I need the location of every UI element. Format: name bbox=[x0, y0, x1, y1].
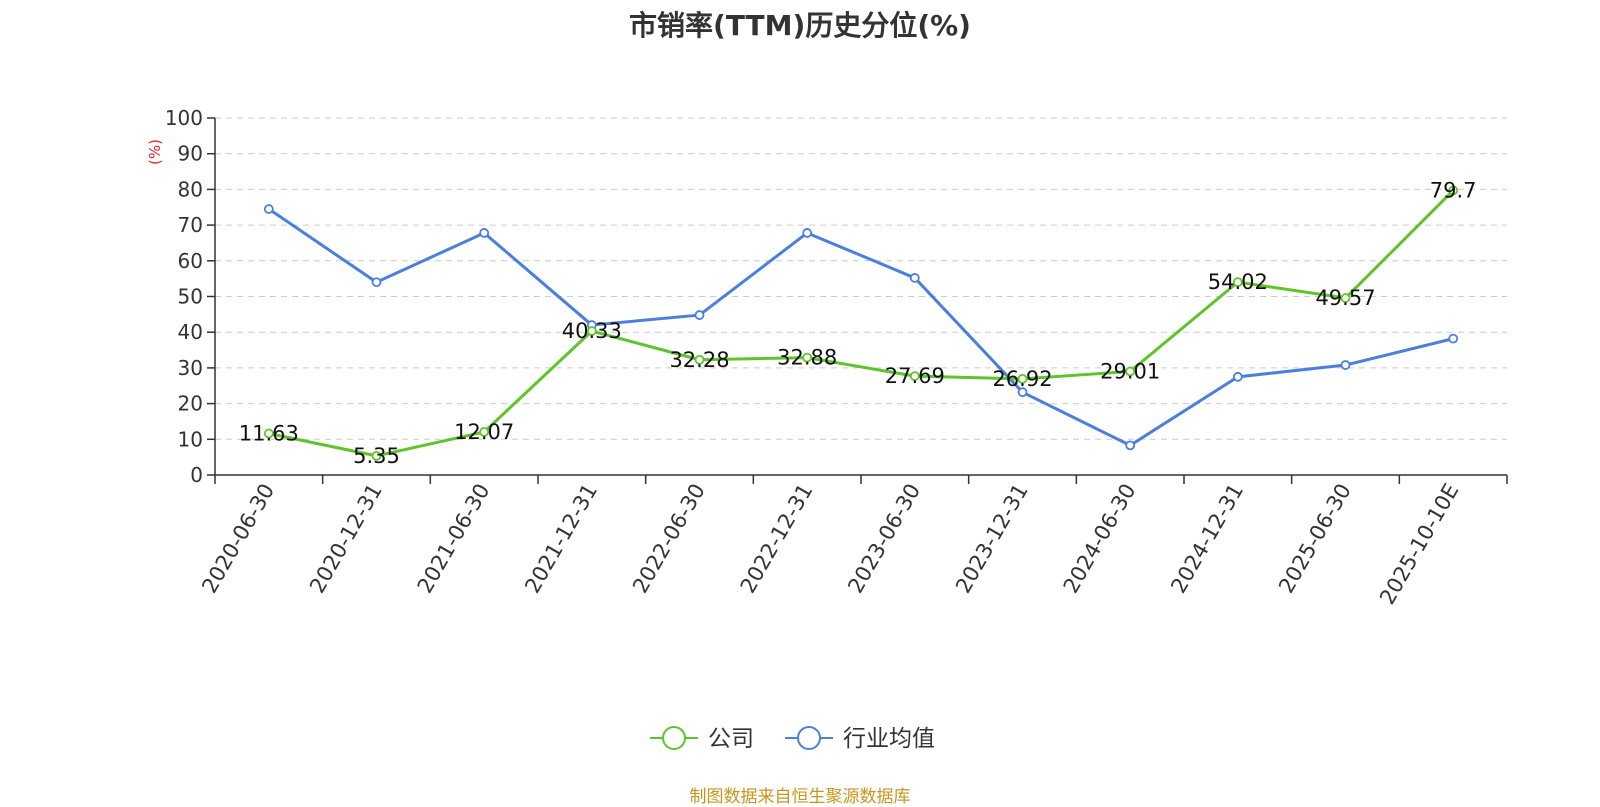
data-label: 54.02 bbox=[1208, 270, 1268, 294]
x-tick-label: 2025-06-30 bbox=[1274, 480, 1356, 598]
y-tick-label: 80 bbox=[178, 177, 203, 201]
x-tick-label: 2024-06-30 bbox=[1059, 480, 1141, 598]
x-tick-label: 2025-10-10E bbox=[1375, 480, 1463, 609]
series-lines bbox=[263, 185, 1459, 461]
y-tick-label: 40 bbox=[178, 320, 203, 344]
data-point bbox=[1340, 360, 1351, 370]
data-source-note: 制图数据来自恒生聚源数据库 bbox=[689, 787, 911, 807]
data-point bbox=[909, 273, 920, 283]
data-point bbox=[263, 204, 274, 214]
data-point bbox=[479, 427, 490, 437]
data-point bbox=[1232, 277, 1243, 288]
series-line bbox=[267, 207, 1454, 447]
x-tick-label: 2023-12-31 bbox=[951, 480, 1033, 598]
x-tick-label: 2022-06-30 bbox=[628, 480, 710, 598]
data-label: 40.33 bbox=[562, 319, 622, 343]
data-point bbox=[1448, 333, 1459, 344]
data-label: 79.7 bbox=[1430, 178, 1477, 202]
data-label: 32.88 bbox=[777, 346, 837, 370]
series-line bbox=[268, 189, 1455, 458]
y-tick-label: 70 bbox=[178, 213, 203, 237]
data-label: 26.92 bbox=[992, 367, 1052, 391]
legend-swatch-marker bbox=[662, 726, 686, 750]
x-tick-label: 2023-06-30 bbox=[843, 480, 925, 598]
data-label: 12.07 bbox=[454, 420, 514, 444]
data-labels: 11.63 5.35 12.07 40.33 32.28 32.88 27.69 26.92 2… bbox=[239, 178, 1477, 467]
chart-title: 市销率(TTM)历史分位(%) bbox=[629, 9, 971, 42]
data-point bbox=[1017, 373, 1028, 384]
legend-swatch-marker bbox=[797, 726, 821, 750]
data-point bbox=[263, 428, 274, 439]
chart-area: 0 10 20 30 40 50 60 70 80 90 100(%) 2020-06-30 2020-… bbox=[146, 106, 1508, 752]
data-point bbox=[1448, 185, 1459, 196]
data-point bbox=[1125, 366, 1136, 377]
data-label: 5.35 bbox=[353, 444, 400, 468]
legend-label: 公司 bbox=[708, 726, 754, 752]
x-tick-label: 2021-06-30 bbox=[413, 480, 495, 598]
y-tick-label: 20 bbox=[178, 392, 203, 416]
x-tick-label: 2020-12-31 bbox=[305, 480, 387, 598]
legend-label: 行业均值 bbox=[843, 726, 935, 752]
y-tick-label: 10 bbox=[178, 427, 203, 451]
y-tick-label: 60 bbox=[178, 249, 203, 273]
y-tick-label: 0 bbox=[190, 463, 203, 487]
data-point bbox=[1125, 440, 1136, 451]
x-tick-label: 2022-12-31 bbox=[736, 480, 818, 598]
data-label: 29.01 bbox=[1100, 359, 1160, 383]
legend: 公司 行业均值 bbox=[650, 726, 935, 752]
data-point bbox=[694, 354, 705, 365]
data-point bbox=[1017, 387, 1028, 398]
data-point bbox=[802, 228, 813, 238]
x-tick-label: 2020-06-30 bbox=[197, 480, 279, 598]
y-axis-label: (%) bbox=[146, 139, 164, 165]
data-point bbox=[909, 371, 920, 382]
data-point bbox=[371, 277, 382, 288]
y-tick-label: 90 bbox=[178, 142, 203, 166]
y-tick-label: 50 bbox=[178, 285, 203, 309]
grid-lines bbox=[215, 117, 1507, 440]
x-tick-label: 2024-12-31 bbox=[1166, 480, 1248, 598]
data-point bbox=[479, 228, 490, 238]
x-tick-label: 2021-12-31 bbox=[520, 480, 602, 598]
data-point bbox=[802, 352, 813, 363]
data-point bbox=[694, 310, 705, 320]
data-point bbox=[1340, 293, 1351, 303]
data-point bbox=[371, 451, 382, 461]
data-label: 27.69 bbox=[885, 364, 945, 388]
y-tick-label: 30 bbox=[178, 356, 203, 380]
data-label: 11.63 bbox=[239, 421, 299, 445]
y-tick-label: 100 bbox=[165, 106, 203, 130]
data-point bbox=[1232, 371, 1243, 382]
data-label: 49.57 bbox=[1315, 286, 1375, 310]
data-label: 32.28 bbox=[669, 348, 729, 372]
data-point bbox=[586, 326, 597, 336]
